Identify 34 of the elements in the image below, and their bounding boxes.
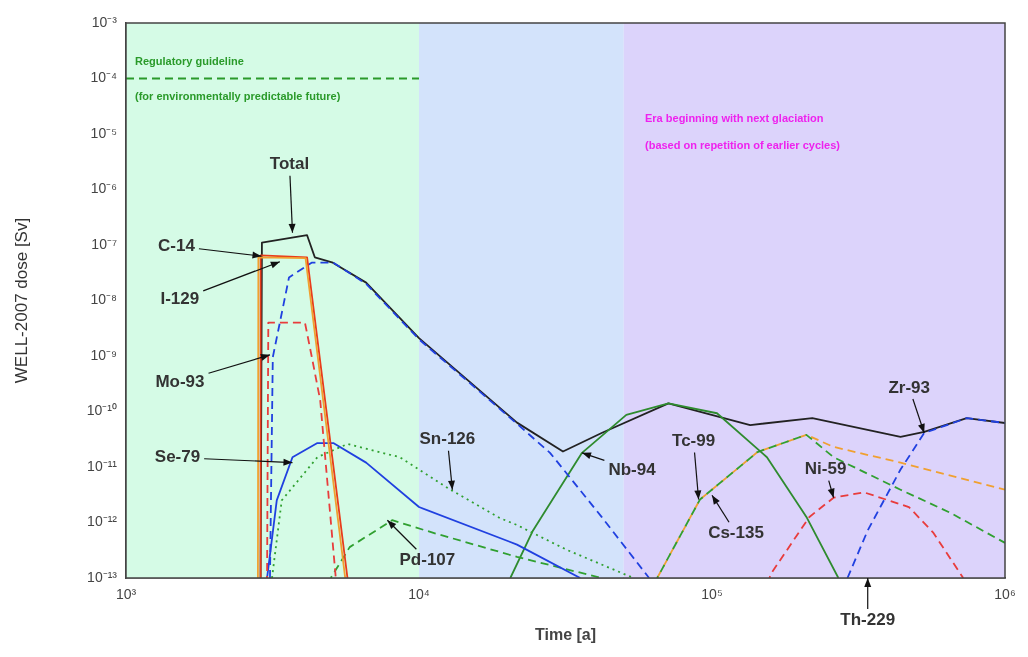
y-axis-title: WELL-2007 dose [Sv] xyxy=(11,217,31,384)
annotation: Cs-135 xyxy=(708,522,764,542)
annotation: (for environmentally predictable future) xyxy=(135,90,341,103)
annotation: Se-79 xyxy=(154,447,201,467)
y-tick-label: 10⁻⁸ xyxy=(90,291,118,308)
y-tick-label: 10⁻¹⁰ xyxy=(86,402,117,419)
x-tick-label: 10⁴ xyxy=(408,586,430,603)
x-axis-title: Time [a] xyxy=(534,625,597,643)
annotation: Zr-93 xyxy=(888,377,930,397)
y-tick-label: 10⁻¹² xyxy=(87,513,118,530)
annotation: C-14 xyxy=(158,235,196,255)
y-tick-label: 10⁻¹¹ xyxy=(87,457,118,474)
annotation: Regulatory guideline xyxy=(135,55,244,68)
annotation: Tc-99 xyxy=(672,431,716,451)
y-tick-label: 10⁻⁴ xyxy=(90,69,117,86)
annotation: Pd-107 xyxy=(399,549,456,569)
annotation: Ni-59 xyxy=(804,459,847,479)
x-tick-label: 10³ xyxy=(115,586,137,603)
annotation: I-129 xyxy=(160,289,200,309)
x-tick-label: 10⁵ xyxy=(701,586,723,603)
annotation: Th-229 xyxy=(840,609,896,629)
y-tick-label: 10⁻³ xyxy=(91,13,118,30)
annotation: Total xyxy=(269,154,310,174)
annotation: Mo-93 xyxy=(155,371,205,391)
y-tick-label: 10⁻⁷ xyxy=(91,235,117,252)
x-tick-label: 10⁶ xyxy=(994,586,1016,603)
annotation: Era beginning with next glaciation xyxy=(645,112,824,125)
y-tick-label: 10⁻⁶ xyxy=(90,180,117,197)
annotation: Sn-126 xyxy=(419,429,476,449)
y-tick-label: 10⁻⁵ xyxy=(90,124,117,141)
annotation: (based on repetition of earlier cycles) xyxy=(645,139,841,152)
y-tick-label: 10⁻¹³ xyxy=(87,568,118,585)
annotation: Nb-94 xyxy=(608,459,657,479)
y-tick-label: 10⁻⁹ xyxy=(90,346,117,363)
